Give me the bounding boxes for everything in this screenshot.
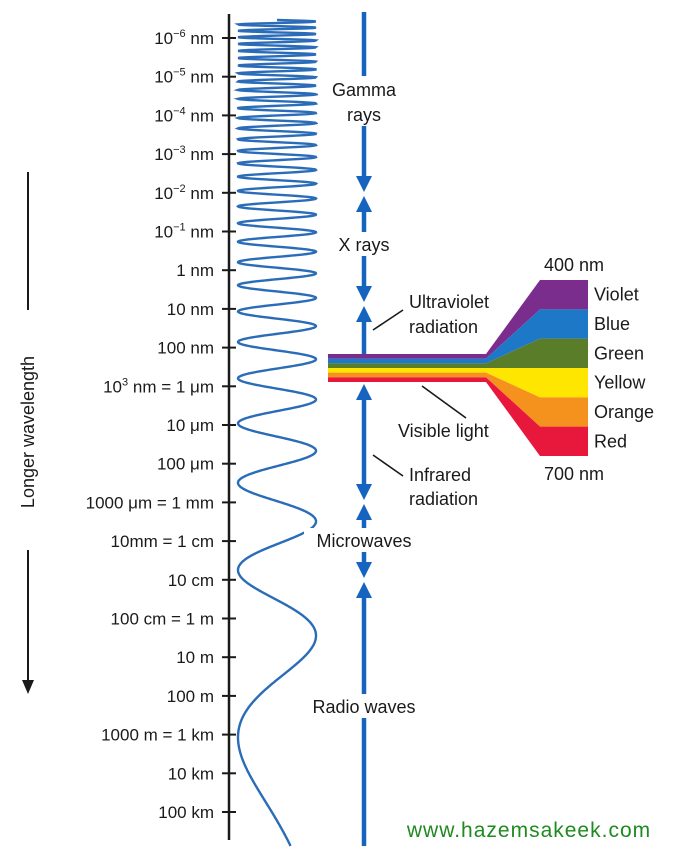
radio-arrow: [356, 582, 372, 846]
spectrum-color-label: Green: [594, 343, 644, 363]
scale-tick-label: 10−1 nm: [154, 222, 214, 242]
scale-tick-label: 10 m: [176, 648, 214, 667]
scale-tick-label: 100 km: [158, 803, 214, 822]
region-arrows: [356, 12, 372, 846]
uv-label-line1: Ultraviolet: [409, 292, 489, 312]
uv-arrow: [356, 306, 372, 356]
spectrum-band-blue: Blue: [328, 309, 630, 364]
scale-tick-label: 1000 μm = 1 mm: [86, 493, 214, 512]
scale-tick-label: 10 km: [168, 764, 214, 783]
spectrum-color-label: Orange: [594, 402, 654, 422]
wavelength-arrow-head: [22, 680, 34, 694]
xray-label: X rays: [338, 235, 389, 255]
scale-tick-label: 103 nm = 1 μm: [103, 376, 214, 396]
gamma-label-line2: rays: [347, 105, 381, 125]
spectrum-color-label: Violet: [594, 285, 639, 305]
region-labels: Gamma rays X rays Ultraviolet radiation …: [302, 76, 489, 718]
scale-tick-label: 10 nm: [167, 300, 214, 319]
scale-tick-label: 100 cm = 1 m: [111, 610, 214, 629]
spectrum-band-violet: Violet: [328, 280, 639, 359]
uv-label-line2: radiation: [409, 317, 478, 337]
spectrum-band-yellow: Yellow: [328, 368, 646, 398]
visible-leader-line: [421, 385, 467, 419]
axis-title: Longer wavelength: [18, 356, 38, 508]
scale-tick-label: 10 μm: [166, 416, 214, 435]
spectrum-band-green: Green: [328, 338, 644, 368]
scale-tick-label: 10−5 nm: [154, 67, 214, 87]
visible-label: Visible light: [398, 421, 489, 441]
spectrum-400nm-label: 400 nm: [544, 255, 604, 275]
scale-tick-label: 10−4 nm: [154, 105, 214, 125]
scale-tick-label: 100 μm: [157, 455, 214, 474]
gamma-label-line1: Gamma: [332, 80, 397, 100]
scale-tick-label: 100 nm: [157, 339, 214, 358]
ir-label-line1: Infrared: [409, 465, 471, 485]
uv-leader-line: [372, 309, 404, 331]
visible-spectrum: Violet Blue Green Yellow Orange Red: [328, 280, 654, 456]
longer-wavelength-indicator: Longer wavelength: [18, 172, 38, 694]
spectrum-band-red: Red: [328, 377, 627, 456]
radio-label: Radio waves: [312, 697, 415, 717]
scale-tick-label: 100 m: [167, 687, 214, 706]
spectrum-color-label: Yellow: [594, 373, 646, 393]
spectrum-color-label: Blue: [594, 314, 630, 334]
spectrum-color-label: Red: [594, 431, 627, 451]
wavelength-wave: [233, 18, 321, 847]
spectrum-band-orange: Orange: [328, 372, 654, 427]
ir-arrow: [356, 384, 372, 500]
microwaves-label: Microwaves: [316, 531, 411, 551]
ir-label-line2: radiation: [409, 489, 478, 509]
website-watermark: www.hazemsakeek.com: [406, 819, 651, 842]
scale-tick-label: 10 cm: [168, 571, 214, 590]
spectrum-700nm-label: 700 nm: [544, 464, 604, 484]
scale-tick-label: 10mm = 1 cm: [111, 532, 214, 551]
scale-tick-label: 10−2 nm: [154, 183, 214, 203]
scale-tick-label: 10−3 nm: [154, 144, 214, 164]
scale-tick-label: 10−6 nm: [154, 28, 214, 48]
scale-tick-label: 1000 m = 1 km: [101, 726, 214, 745]
scale-tick-label: 1 nm: [176, 261, 214, 280]
ir-leader-line: [372, 454, 404, 477]
scale-ticks: 10−6 nm 10−5 nm 10−4 nm 10−3 nm 10−2 nm 10−1 …: [86, 28, 236, 822]
